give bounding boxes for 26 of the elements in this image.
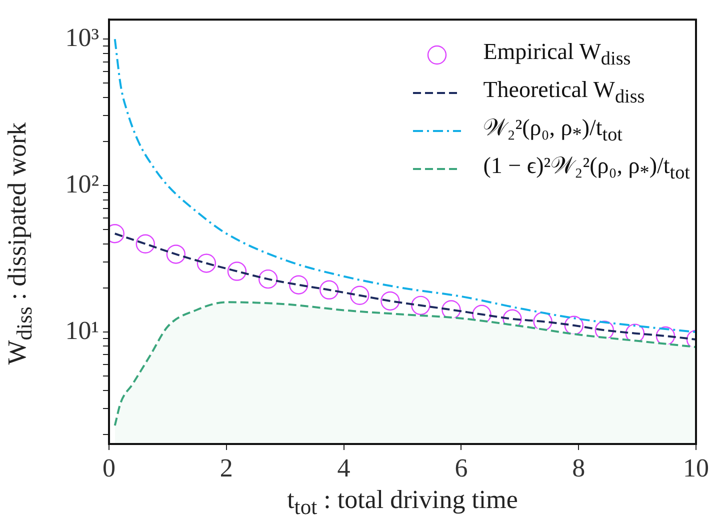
- point: [289, 275, 308, 294]
- x-tick-label: 4: [337, 453, 350, 482]
- y-tick-label: 10²: [65, 169, 100, 198]
- legend-label: 𝒲₂²(ρ₀, ρ$_{*}$)/t$_{tot}$: [483, 115, 622, 147]
- legend-label: Empirical W$_{diss}$: [483, 39, 631, 71]
- x-axis-title: t$_{tot}$ : total driving time: [286, 485, 519, 520]
- point: [380, 291, 400, 311]
- point: [442, 300, 461, 320]
- point: [227, 262, 247, 281]
- legend-label: Theoretical W$_{diss}$: [483, 77, 645, 109]
- point: [136, 234, 155, 254]
- point: [411, 296, 430, 316]
- y-tick-label: 10³: [65, 22, 100, 52]
- legend-label: (1 − ϵ)²𝒲₂²(ρ₀, ρ$_{*}$)/t$_{tot}$: [483, 153, 690, 185]
- y-tick-label: 10¹: [65, 316, 99, 345]
- x-tick-label: 8: [572, 453, 586, 482]
- point: [258, 269, 278, 289]
- point: [196, 254, 216, 273]
- x-tick-label: 0: [102, 453, 116, 482]
- point: [564, 316, 584, 336]
- x-tick-label: 10: [683, 453, 709, 482]
- point: [320, 280, 339, 300]
- x-tick-label: 2: [220, 453, 233, 482]
- x-tick-label: 6: [454, 453, 468, 482]
- point: [166, 244, 186, 264]
- point: [350, 286, 370, 305]
